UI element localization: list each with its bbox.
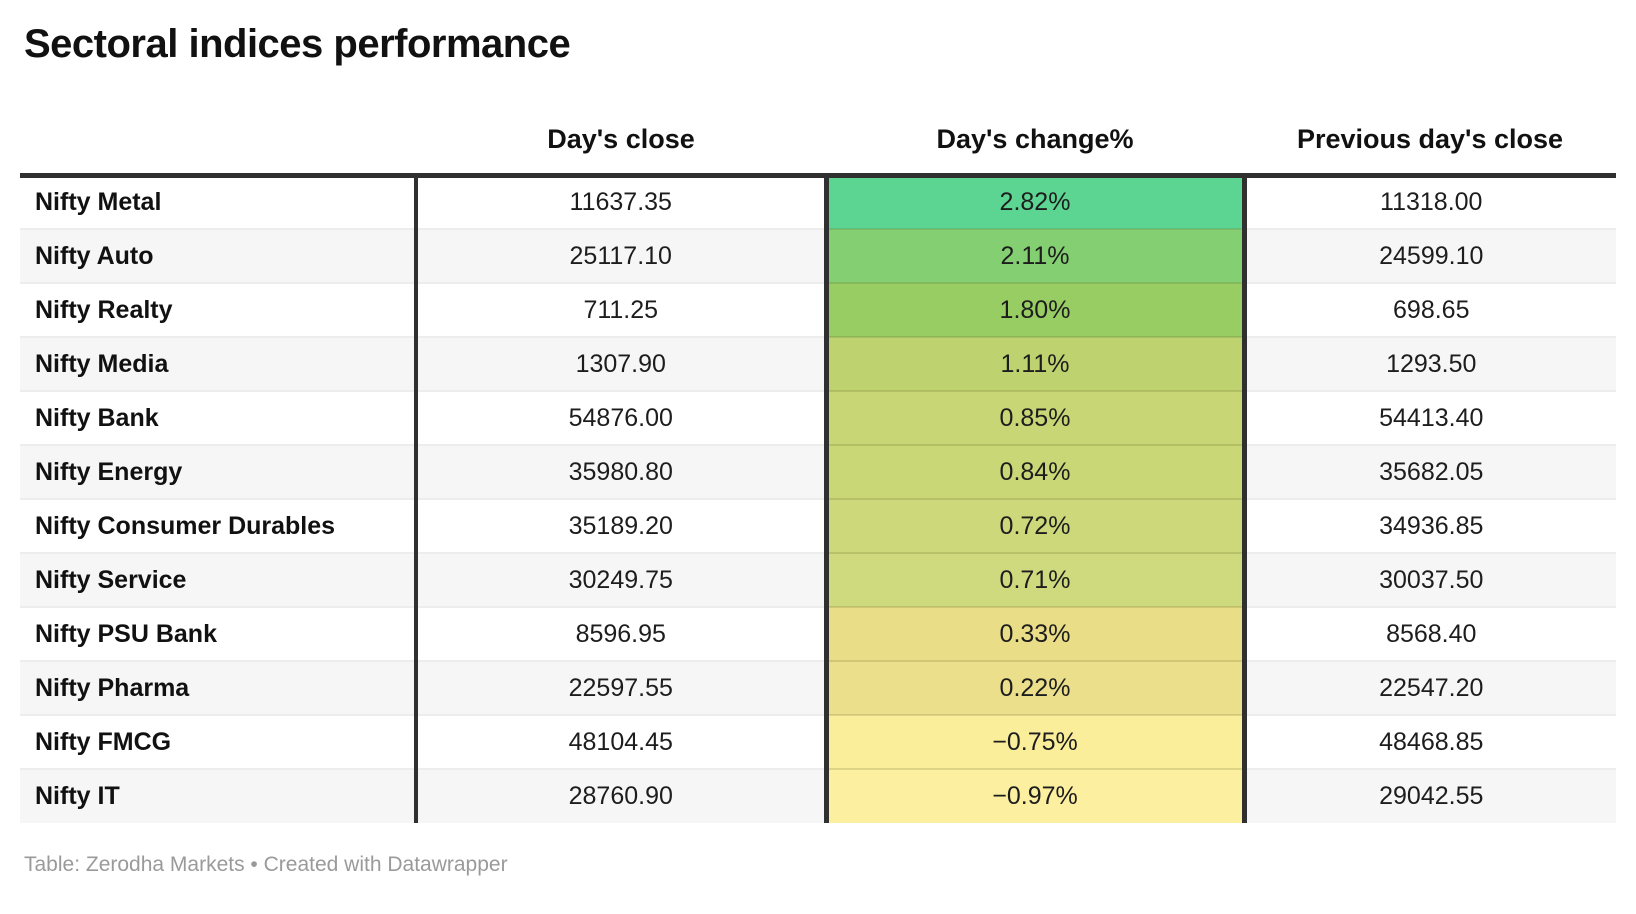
cell-previous-close: 48468.85	[1244, 714, 1616, 769]
table-footer-attribution: Table: Zerodha Markets • Created with Da…	[24, 853, 508, 876]
cell-previous-close: 34936.85	[1244, 498, 1616, 553]
row-label: Nifty Service	[20, 552, 418, 607]
cell-previous-close: 29042.55	[1244, 768, 1616, 823]
cell-days-close: 35980.80	[416, 444, 826, 499]
cell-previous-close: 8568.40	[1244, 606, 1616, 661]
table-row: Nifty PSU Bank 8596.95 0.33% 8568.40	[20, 606, 1616, 661]
row-label: Nifty Pharma	[20, 660, 418, 715]
cell-days-close: 28760.90	[416, 768, 826, 823]
table-row: Nifty Pharma 22597.55 0.22% 22547.20	[20, 660, 1616, 715]
row-label: Nifty Consumer Durables	[20, 498, 418, 553]
cell-days-change: 0.71%	[823, 552, 1247, 607]
cell-previous-close: 30037.50	[1244, 552, 1616, 607]
cell-days-change: 0.33%	[823, 606, 1247, 661]
column-header-days-close: Day's close	[547, 123, 695, 154]
cell-days-close: 35189.20	[416, 498, 826, 553]
table-row: Nifty IT 28760.90 −0.97% 29042.55	[20, 768, 1616, 823]
column-header-index-name	[20, 67, 416, 175]
cell-previous-close: 698.65	[1244, 282, 1616, 337]
row-label: Nifty Metal	[20, 175, 418, 229]
table-row: Nifty Realty 711.25 1.80% 698.65	[20, 282, 1616, 337]
table-row: Nifty Energy 35980.80 0.84% 35682.05	[20, 444, 1616, 499]
table-row: Nifty FMCG 48104.45 −0.75% 48468.85	[20, 714, 1616, 769]
cell-days-change: 2.82%	[823, 175, 1247, 229]
sectoral-indices-table: Day's close Day's change% Previous day's…	[20, 67, 1616, 823]
row-label: Nifty PSU Bank	[20, 606, 418, 661]
column-header-previous-close: Previous day's close	[1296, 123, 1564, 154]
cell-days-close: 711.25	[416, 282, 826, 337]
cell-days-change: 0.72%	[823, 498, 1247, 553]
cell-previous-close: 22547.20	[1244, 660, 1616, 715]
cell-days-close: 11637.35	[569, 188, 672, 217]
row-label: Nifty Energy	[20, 444, 418, 499]
cell-days-close: 8596.95	[416, 606, 826, 661]
row-label: Nifty Media	[20, 336, 418, 391]
row-label: Nifty Bank	[20, 390, 418, 445]
column-header-days-change: Day's change%	[936, 123, 1134, 154]
cell-days-close: 48104.45	[416, 714, 826, 769]
cell-previous-close: 24599.10	[1244, 228, 1616, 283]
table-row: Nifty Metal 11637.35 2.82% 11318.00	[20, 175, 1616, 229]
cell-days-close: 22597.55	[416, 660, 826, 715]
cell-days-change: 0.22%	[823, 660, 1247, 715]
table-row: Nifty Auto 25117.10 2.11% 24599.10	[20, 228, 1616, 283]
row-label: Nifty FMCG	[20, 714, 418, 769]
cell-days-close: 1307.90	[416, 336, 826, 391]
cell-days-change: 1.11%	[823, 336, 1247, 391]
table-row: Nifty Consumer Durables 35189.20 0.72% 3…	[20, 498, 1616, 553]
cell-days-close: 25117.10	[416, 228, 826, 283]
row-label: Nifty Auto	[20, 228, 418, 283]
cell-previous-close: 1293.50	[1244, 336, 1616, 391]
cell-days-change: 2.11%	[823, 228, 1247, 283]
cell-days-change: −0.75%	[823, 714, 1247, 769]
table-row: Nifty Service 30249.75 0.71% 30037.50	[20, 552, 1616, 607]
row-label: Nifty Realty	[20, 282, 418, 337]
table-row: Nifty Media 1307.90 1.11% 1293.50	[20, 336, 1616, 391]
table-header-row: Day's close Day's change% Previous day's…	[20, 67, 1616, 175]
datawrapper-table-page: Sectoral indices performance Day's close…	[20, 22, 1616, 876]
cell-days-change: 0.85%	[823, 390, 1247, 445]
cell-days-close: 54876.00	[416, 390, 826, 445]
cell-previous-close: 11318.00	[1380, 188, 1483, 217]
row-label: Nifty IT	[20, 768, 418, 823]
page-title: Sectoral indices performance	[24, 22, 571, 66]
cell-days-change: 0.84%	[823, 444, 1247, 499]
cell-previous-close: 35682.05	[1244, 444, 1616, 499]
table-row: Nifty Bank 54876.00 0.85% 54413.40	[20, 390, 1616, 445]
cell-days-change: −0.97%	[823, 768, 1247, 823]
table-body: Nifty Metal 11637.35 2.82% 11318.00 Nift…	[20, 175, 1616, 823]
cell-previous-close: 54413.40	[1244, 390, 1616, 445]
cell-days-close: 30249.75	[416, 552, 826, 607]
cell-days-change: 1.80%	[823, 282, 1247, 337]
